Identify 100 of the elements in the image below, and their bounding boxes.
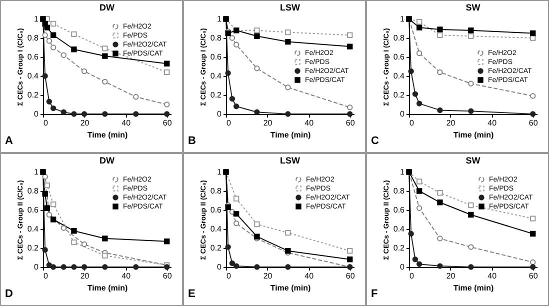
point	[347, 256, 353, 262]
y-tick-label: 0	[217, 110, 222, 118]
chart-title: SW	[466, 2, 481, 13]
x-tick-label: 60	[346, 118, 356, 128]
point	[416, 50, 422, 56]
point	[102, 46, 108, 52]
point	[412, 91, 418, 97]
point	[102, 78, 108, 85]
y-tick-label: 0.6	[27, 52, 40, 62]
point	[50, 201, 56, 208]
point	[416, 100, 422, 106]
y-tick-label: 0.6	[393, 206, 406, 214]
x-tick-label: 0	[226, 118, 232, 128]
point	[229, 35, 236, 41]
y-tick-label: 0.4	[210, 72, 222, 80]
y-tick-label: 0.6	[27, 206, 40, 214]
point	[468, 80, 474, 86]
y-tick-label: 0.8	[210, 34, 222, 42]
point	[102, 264, 108, 270]
point	[437, 107, 443, 114]
point	[437, 26, 443, 32]
point	[81, 264, 88, 270]
point	[42, 191, 48, 197]
point	[254, 221, 260, 228]
point	[412, 256, 418, 262]
y-tick-label: 1	[400, 168, 406, 176]
point	[468, 28, 474, 34]
point	[416, 261, 422, 267]
y-tick-label: 0.4	[27, 224, 40, 234]
point	[225, 244, 231, 250]
point	[416, 19, 422, 25]
y-tick-label: 0.4	[393, 72, 406, 80]
x-axis-title: Time (min)	[453, 284, 494, 292]
point	[42, 73, 48, 79]
point	[133, 111, 139, 117]
point	[164, 60, 170, 66]
point	[437, 190, 443, 196]
point	[71, 264, 77, 270]
x-tick-label: 0	[44, 118, 48, 128]
x-tick-label: 60	[528, 118, 538, 128]
point	[81, 68, 88, 74]
y-tick-label: 0	[217, 262, 222, 272]
point	[254, 33, 260, 39]
point	[50, 105, 56, 112]
x-tick-label: 40	[304, 118, 314, 128]
y-tick-label: 0.4	[27, 72, 40, 80]
y-tick-label: 0.8	[210, 186, 222, 196]
point	[468, 244, 474, 250]
text: F	[371, 288, 378, 300]
x-tick-label: 0	[44, 272, 48, 280]
y-tick-label: 0.4	[393, 224, 406, 234]
point	[225, 70, 231, 76]
point	[60, 52, 66, 58]
y-tick-label: 0	[34, 262, 40, 272]
point	[530, 216, 536, 222]
point	[233, 210, 240, 217]
point	[468, 108, 474, 114]
text: E	[188, 288, 196, 300]
x-tick-label: 20	[446, 272, 456, 280]
x-tick-label: 20	[80, 118, 90, 128]
chart-title: DW	[100, 2, 115, 13]
point	[60, 264, 66, 270]
y-tick-label: 0.6	[210, 206, 222, 214]
point	[530, 93, 536, 99]
point	[437, 32, 443, 38]
point	[102, 252, 108, 258]
point	[530, 259, 536, 266]
point	[44, 182, 50, 188]
point	[285, 38, 291, 45]
point	[347, 32, 353, 38]
y-tick-label: 0	[34, 110, 40, 118]
x-axis-title: Time (min)	[453, 130, 494, 140]
x-tick-label: 60	[346, 272, 356, 280]
y-tick-label: 0.8	[27, 186, 40, 196]
point	[254, 109, 260, 115]
text: A	[5, 135, 13, 147]
point	[285, 111, 291, 117]
y-tick-label: 0.8	[393, 34, 406, 42]
x-tick-label: 0	[226, 272, 232, 280]
x-tick-label: 0	[410, 272, 414, 280]
x-tick-label: 20	[80, 272, 90, 280]
point	[102, 236, 108, 242]
y-tick-label: 0.2	[210, 90, 222, 100]
point	[164, 102, 170, 108]
point	[347, 248, 353, 254]
point	[468, 202, 474, 208]
point	[81, 111, 88, 117]
point	[44, 205, 50, 211]
point	[285, 264, 291, 270]
point	[254, 264, 260, 270]
point	[468, 212, 474, 218]
x-axis-title: Time (min)	[270, 130, 311, 140]
x-tick-label: 40	[488, 118, 498, 128]
point	[233, 104, 240, 110]
point	[233, 220, 240, 226]
x-tick-label: 40	[122, 272, 132, 280]
chart-title: LSW	[280, 156, 300, 166]
point	[233, 196, 240, 202]
point	[133, 264, 139, 270]
point	[46, 262, 52, 268]
